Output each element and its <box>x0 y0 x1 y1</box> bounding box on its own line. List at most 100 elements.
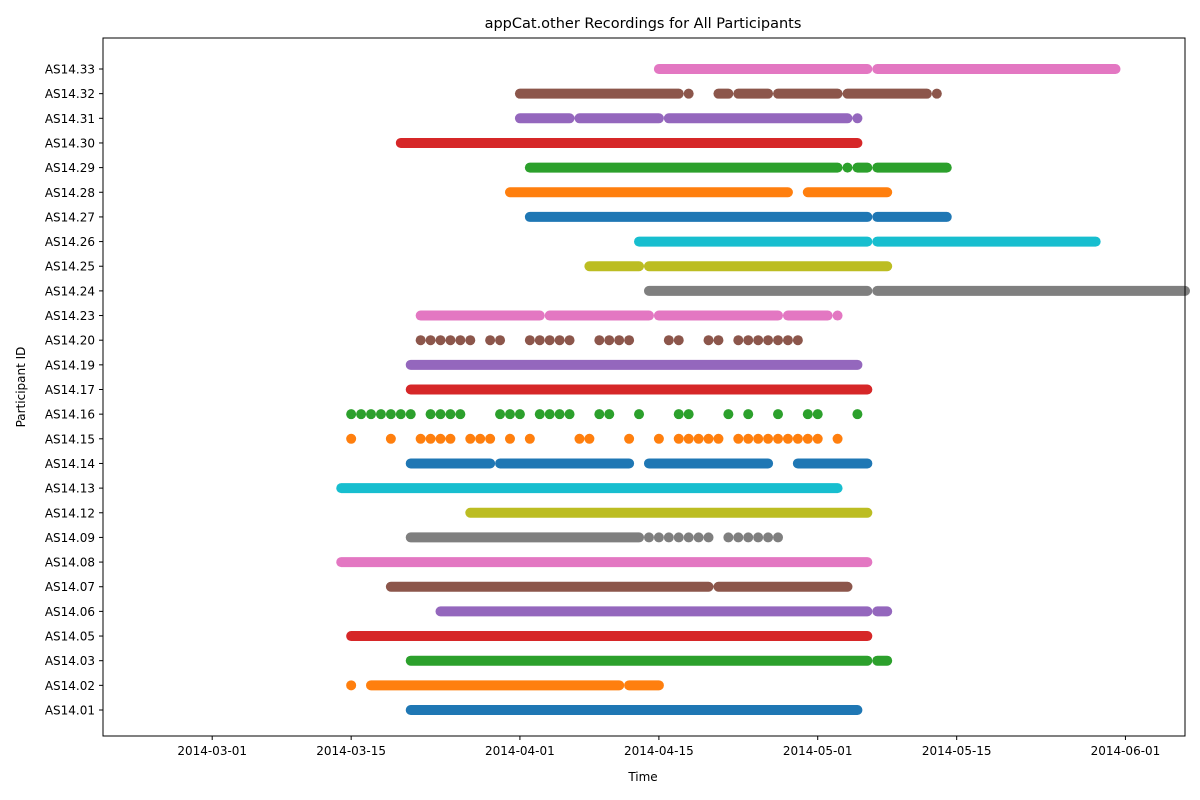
y-tick-label: AS14.13 <box>45 482 95 496</box>
data-point <box>574 433 585 444</box>
x-tick-label: 2014-04-15 <box>624 744 694 758</box>
y-tick-label: AS14.14 <box>45 457 95 471</box>
data-point <box>614 335 625 346</box>
data-point <box>465 433 476 444</box>
data-point <box>465 335 476 346</box>
data-point <box>395 409 406 420</box>
data-point <box>455 335 466 346</box>
data-point <box>385 409 396 420</box>
data-point <box>663 532 674 543</box>
data-point <box>544 409 555 420</box>
data-point <box>346 409 357 420</box>
x-tick-label: 2014-03-01 <box>177 744 247 758</box>
data-point <box>425 335 436 346</box>
data-point <box>683 409 694 420</box>
data-point <box>544 335 555 346</box>
data-point <box>375 409 386 420</box>
data-point <box>445 433 456 444</box>
data-point <box>713 433 724 444</box>
data-point <box>475 433 486 444</box>
data-point <box>385 433 396 444</box>
data-point <box>366 409 377 420</box>
data-point <box>425 409 436 420</box>
data-point <box>495 335 506 346</box>
y-tick-label: AS14.24 <box>45 284 95 298</box>
data-point <box>802 433 813 444</box>
data-point <box>693 433 704 444</box>
data-point <box>634 409 645 420</box>
x-tick-label: 2014-03-15 <box>316 744 386 758</box>
data-point <box>703 433 714 444</box>
y-tick-label: AS14.25 <box>45 260 95 274</box>
y-tick-label: AS14.12 <box>45 506 95 520</box>
data-point <box>753 335 764 346</box>
y-tick-label: AS14.08 <box>45 556 95 570</box>
data-point <box>604 335 615 346</box>
data-point <box>812 433 823 444</box>
x-tick-label: 2014-05-15 <box>922 744 992 758</box>
data-point <box>683 532 694 543</box>
data-point <box>564 335 575 346</box>
data-point <box>763 532 774 543</box>
data-point <box>753 532 764 543</box>
x-tick-label: 2014-05-01 <box>783 744 853 758</box>
data-point <box>683 433 694 444</box>
y-tick-label: AS14.23 <box>45 309 95 323</box>
data-point <box>743 335 754 346</box>
data-point <box>713 335 724 346</box>
data-point <box>703 335 714 346</box>
y-tick-label: AS14.26 <box>45 235 95 249</box>
data-point <box>455 409 466 420</box>
data-point <box>782 433 793 444</box>
y-axis: AS14.01 AS14.02 AS14.03 AS14.05 AS14.06 AS14.… <box>45 63 103 718</box>
data-point <box>792 433 803 444</box>
data-point <box>415 335 426 346</box>
y-tick-label: AS14.05 <box>45 630 95 644</box>
y-tick-label: AS14.30 <box>45 136 95 150</box>
data-point <box>673 409 684 420</box>
data-point <box>852 409 863 420</box>
data-point <box>435 335 446 346</box>
data-point <box>733 335 744 346</box>
data-point <box>673 335 684 346</box>
y-tick-label: AS14.16 <box>45 408 95 422</box>
data-point <box>604 409 615 420</box>
data-point <box>782 335 793 346</box>
y-tick-label: AS14.32 <box>45 87 95 101</box>
data-point <box>624 433 635 444</box>
data-point <box>931 88 942 99</box>
data-point <box>753 433 764 444</box>
y-tick-label: AS14.03 <box>45 654 95 668</box>
chart-title: appCat.other Recordings for All Particip… <box>485 16 802 32</box>
data-point <box>802 409 813 420</box>
data-point <box>594 409 605 420</box>
data-point <box>743 409 754 420</box>
data-point <box>653 532 664 543</box>
data-point <box>445 409 456 420</box>
data-point <box>792 335 803 346</box>
data-point <box>743 433 754 444</box>
data-point <box>852 113 863 124</box>
y-tick-label: AS14.27 <box>45 210 95 224</box>
data-point <box>733 532 744 543</box>
data-point <box>405 409 416 420</box>
data-point <box>763 335 774 346</box>
data-point <box>435 409 446 420</box>
y-tick-label: AS14.06 <box>45 605 95 619</box>
y-tick-label: AS14.20 <box>45 334 95 348</box>
data-point <box>554 335 565 346</box>
data-point <box>832 433 843 444</box>
data-point <box>812 409 823 420</box>
data-point <box>773 335 784 346</box>
data-point <box>594 335 605 346</box>
data-point <box>346 433 357 444</box>
data-point <box>673 532 684 543</box>
x-tick-label: 2014-06-01 <box>1091 744 1161 758</box>
data-point <box>495 409 506 420</box>
data-point <box>723 532 734 543</box>
y-tick-label: AS14.09 <box>45 531 95 545</box>
data-point <box>524 335 535 346</box>
data-point <box>534 335 545 346</box>
y-tick-label: AS14.33 <box>45 63 95 77</box>
data-point <box>663 335 674 346</box>
